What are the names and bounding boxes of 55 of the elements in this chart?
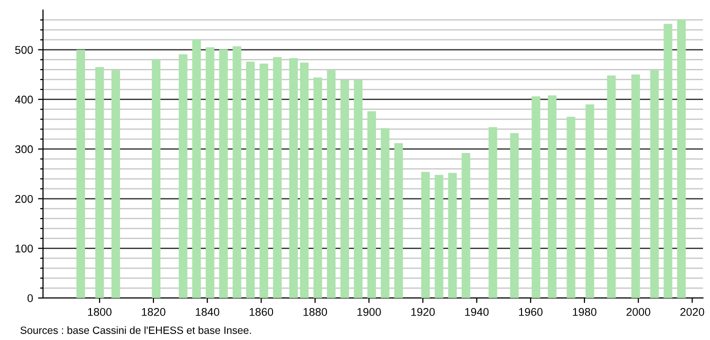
- bar: [354, 80, 362, 298]
- x-tick-label: 1880: [304, 308, 328, 316]
- bar: [664, 24, 672, 298]
- y-tick-label: 400: [14, 96, 33, 104]
- x-tick-label: 1940: [465, 308, 489, 316]
- y-tick-label: 200: [15, 194, 33, 203]
- bar: [394, 143, 403, 298]
- bar: [586, 104, 594, 298]
- bar: [650, 70, 659, 298]
- bar: [300, 62, 309, 298]
- bar: [421, 172, 430, 298]
- bar: [607, 76, 616, 298]
- bar: [206, 47, 214, 298]
- bar: [289, 58, 298, 298]
- x-tick-label: 1980: [572, 308, 596, 316]
- x-tick-label: 1960: [519, 308, 543, 316]
- bar: [260, 64, 268, 298]
- bar: [273, 57, 282, 298]
- bar: [326, 70, 336, 298]
- bar: [95, 67, 104, 298]
- bar: [111, 70, 120, 298]
- bar: [434, 174, 444, 298]
- source-note: Sources : base Cassini de l'EHESS et base Insee.: [20, 326, 251, 334]
- bar: [246, 62, 255, 298]
- bar: [462, 153, 470, 298]
- y-tick-label: 0: [28, 294, 33, 302]
- x-tick-label: 1820: [142, 308, 166, 316]
- x-tick-label: 1860: [250, 308, 274, 316]
- x-tick-label: 1900: [357, 308, 381, 316]
- bar: [566, 116, 576, 298]
- bar: [380, 128, 390, 298]
- x-tick-label: 1840: [196, 308, 220, 316]
- y-tick-label: 500: [15, 46, 33, 54]
- x-tick-label: 2020: [680, 308, 704, 316]
- bar: [677, 19, 686, 298]
- bar: [76, 50, 86, 298]
- bar: [219, 49, 228, 298]
- bar: [232, 46, 242, 298]
- bar: [488, 127, 498, 298]
- bar: [340, 80, 350, 298]
- y-tick-label: 100: [16, 244, 33, 252]
- x-tick-label: 1920: [411, 308, 435, 316]
- bar: [178, 54, 188, 298]
- bar: [548, 95, 556, 298]
- bar: [192, 39, 201, 298]
- bar: [532, 96, 540, 298]
- bar: [367, 111, 376, 298]
- bar: [631, 74, 640, 298]
- x-tick-label: 2000: [626, 308, 650, 316]
- bar: [313, 78, 322, 298]
- bar: [152, 59, 160, 298]
- bar: [510, 133, 519, 298]
- bar: [448, 172, 457, 298]
- y-tick-label: 300: [15, 145, 33, 154]
- x-tick-label: 1800: [88, 308, 112, 316]
